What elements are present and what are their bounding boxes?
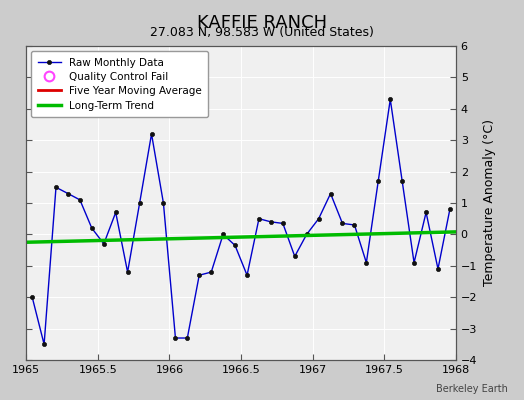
Raw Monthly Data <box>423 210 429 215</box>
Raw Monthly Data <box>411 260 417 265</box>
Raw Monthly Data <box>375 179 381 184</box>
Raw Monthly Data <box>447 207 453 212</box>
Raw Monthly Data <box>387 97 394 102</box>
Raw Monthly Data <box>184 336 190 340</box>
Raw Monthly Data <box>125 270 131 274</box>
Raw Monthly Data <box>328 191 334 196</box>
Raw Monthly Data <box>136 201 143 206</box>
Raw Monthly Data <box>160 201 167 206</box>
Raw Monthly Data <box>280 221 286 226</box>
Raw Monthly Data <box>172 336 179 340</box>
Raw Monthly Data <box>53 185 59 190</box>
Raw Monthly Data <box>232 243 238 248</box>
Text: 27.083 N, 98.583 W (United States): 27.083 N, 98.583 W (United States) <box>150 26 374 39</box>
Raw Monthly Data <box>101 242 107 246</box>
Raw Monthly Data <box>244 273 250 278</box>
Raw Monthly Data <box>268 220 274 224</box>
Raw Monthly Data <box>340 221 346 226</box>
Raw Monthly Data <box>65 191 71 196</box>
Text: Berkeley Earth: Berkeley Earth <box>436 384 508 394</box>
Raw Monthly Data <box>363 260 369 265</box>
Raw Monthly Data <box>256 216 262 221</box>
Raw Monthly Data <box>113 210 119 215</box>
Y-axis label: Temperature Anomaly (°C): Temperature Anomaly (°C) <box>483 120 496 286</box>
Raw Monthly Data <box>351 222 357 227</box>
Raw Monthly Data <box>77 198 83 202</box>
Raw Monthly Data <box>148 132 155 136</box>
Raw Monthly Data <box>89 226 95 230</box>
Line: Raw Monthly Data: Raw Monthly Data <box>30 97 452 346</box>
Raw Monthly Data <box>315 216 322 221</box>
Raw Monthly Data <box>399 179 405 184</box>
Raw Monthly Data <box>29 295 35 300</box>
Raw Monthly Data <box>208 270 214 274</box>
Raw Monthly Data <box>435 266 441 271</box>
Raw Monthly Data <box>41 342 47 347</box>
Text: KAFFIE RANCH: KAFFIE RANCH <box>197 14 327 32</box>
Raw Monthly Data <box>220 232 226 237</box>
Raw Monthly Data <box>196 273 202 278</box>
Legend: Raw Monthly Data, Quality Control Fail, Five Year Moving Average, Long-Term Tren: Raw Monthly Data, Quality Control Fail, … <box>31 51 208 117</box>
Raw Monthly Data <box>291 254 298 259</box>
Raw Monthly Data <box>303 232 310 237</box>
